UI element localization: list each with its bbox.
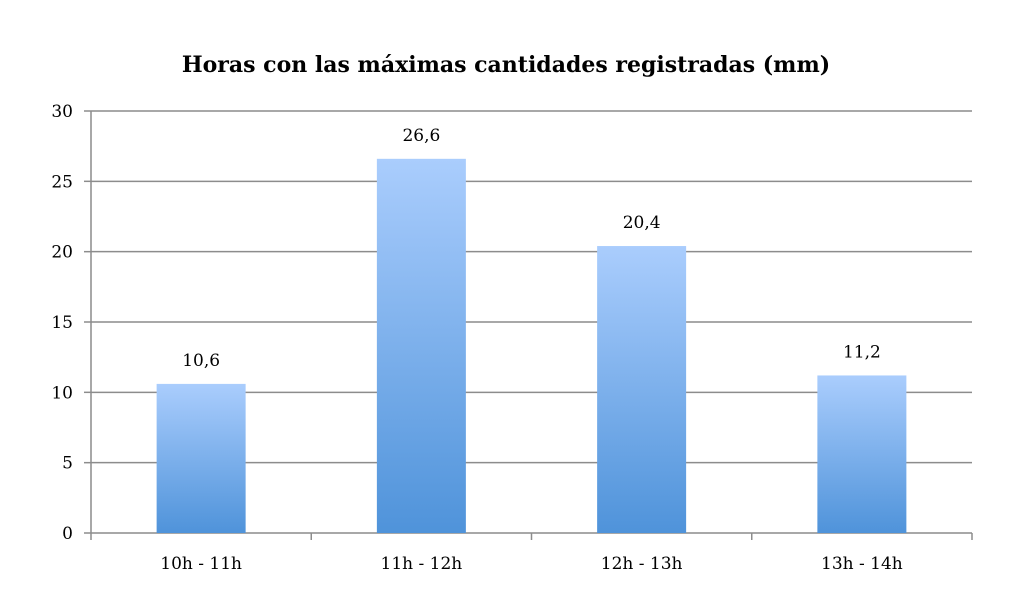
bar-11h-12h: [376, 158, 466, 533]
y-tick-label: 25: [51, 172, 73, 192]
data-label: 10,6: [182, 351, 220, 371]
data-label: 11,2: [843, 342, 881, 362]
y-tick-label: 15: [51, 313, 73, 333]
y-tick-label: 5: [62, 454, 73, 474]
x-tick-label: 10h - 11h: [160, 554, 242, 574]
bar-13h-14h: [817, 375, 907, 533]
bar-10h-11h: [156, 383, 246, 533]
x-tick-label: 13h - 14h: [821, 554, 903, 574]
labels: 0 5 10 15 20 25 30 10,6 10h - 11h 26,6 11h - 12h 20…: [51, 102, 902, 574]
data-label: 26,6: [402, 126, 440, 146]
y-tick-label: 20: [51, 243, 73, 263]
data-label: 20,4: [623, 213, 661, 233]
y-tick-label: 30: [51, 102, 73, 122]
bars: [156, 158, 907, 534]
y-tick-label: 0: [62, 524, 73, 544]
bar-12h-13h: [597, 246, 687, 534]
x-tick-label: 12h - 13h: [601, 554, 683, 574]
y-tick-label: 10: [51, 383, 73, 403]
chart-title: Horas con las máximas cantidades registr…: [182, 52, 830, 78]
x-tick-label: 11h - 12h: [381, 554, 463, 574]
